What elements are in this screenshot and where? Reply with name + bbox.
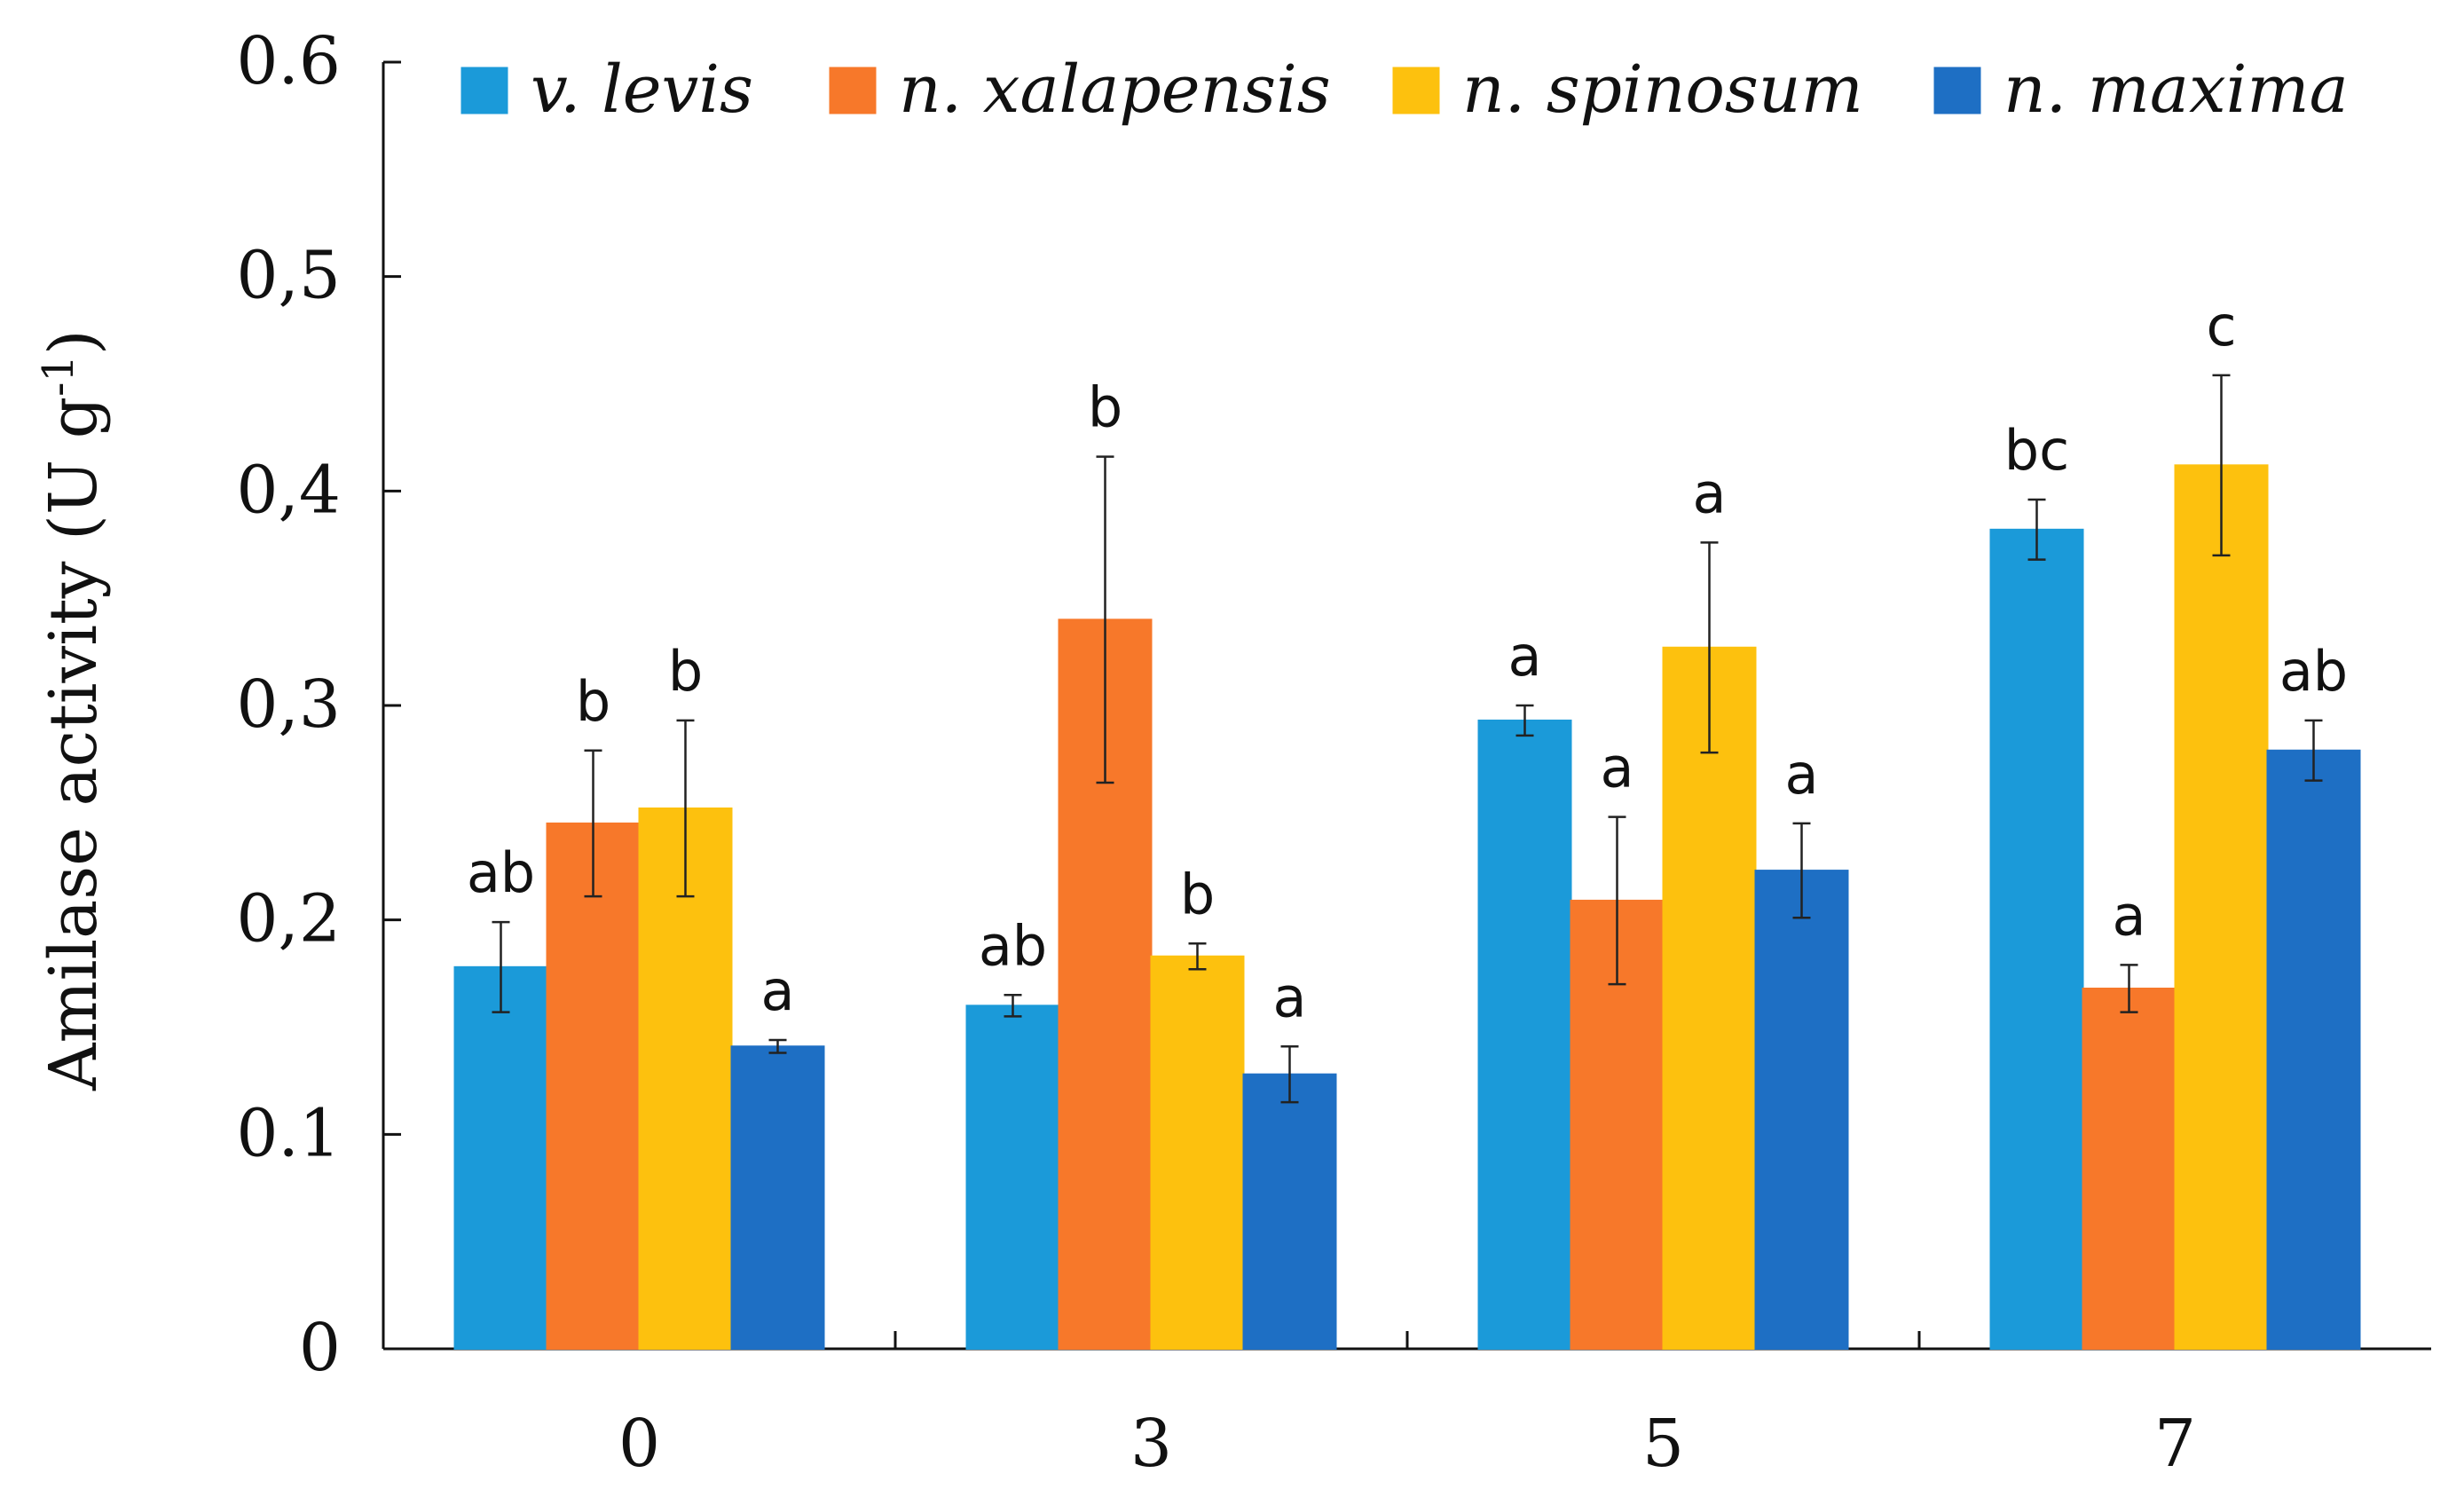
bar bbox=[453, 965, 548, 1351]
legend-label: n. spinosum bbox=[1462, 51, 1863, 128]
significance-letter: a bbox=[1508, 624, 1542, 689]
significance-letter: ab bbox=[2279, 639, 2348, 704]
y-tick-label: 0.6 bbox=[236, 23, 341, 99]
bar bbox=[1662, 646, 1757, 1350]
bar bbox=[2082, 988, 2177, 1350]
x-tick-label: 3 bbox=[1130, 1406, 1172, 1482]
bar bbox=[965, 1005, 1060, 1351]
bar bbox=[2266, 749, 2361, 1350]
bar bbox=[638, 808, 733, 1350]
significance-letter: a bbox=[1601, 736, 1634, 800]
bar bbox=[1477, 719, 1572, 1350]
legend-label: v. levis bbox=[531, 51, 753, 128]
significance-letter: a bbox=[1273, 965, 1307, 1029]
significance-letter: b bbox=[1088, 375, 1122, 440]
significance-letter: a bbox=[2113, 883, 2146, 948]
significance-letter: bc bbox=[2004, 418, 2069, 483]
significance-letter: ab bbox=[979, 913, 1047, 978]
x-tick-label: 5 bbox=[1642, 1406, 1684, 1482]
y-axis-label-main: Amilase activity (U g bbox=[35, 397, 112, 1091]
legend-swatch bbox=[461, 67, 508, 114]
significance-letter: a bbox=[1785, 742, 1819, 807]
bars bbox=[453, 464, 2361, 1351]
y-tick-label: 0,3 bbox=[236, 666, 341, 743]
legend-swatch bbox=[829, 67, 877, 114]
significance-letter: b bbox=[668, 639, 703, 704]
legend-label: n. xalapensis bbox=[899, 51, 1331, 128]
legend-label: n. maxima bbox=[2003, 51, 2349, 128]
significance-letter: b bbox=[576, 669, 610, 734]
axes: 0 0.1 0,2 0,3 0,4 0,5 0.6 0 3 5 7 bbox=[236, 23, 2431, 1482]
legend-swatch bbox=[1933, 67, 1981, 114]
y-axis-label: Amilase activity (U g-1) bbox=[34, 329, 112, 1091]
significance-letter: ab bbox=[467, 840, 535, 905]
x-tick-label: 0 bbox=[618, 1406, 660, 1482]
y-tick-label: 0 bbox=[299, 1310, 341, 1386]
significance-letter: b bbox=[1180, 862, 1215, 926]
y-axis-label-superscript: -1 bbox=[34, 355, 83, 397]
y-tick-label: 0,4 bbox=[236, 452, 341, 528]
x-tick-label: 7 bbox=[2154, 1406, 2196, 1482]
bar bbox=[1242, 1073, 1337, 1350]
y-tick-label: 0,2 bbox=[236, 881, 341, 957]
legend: v. levis n. xalapensis n. spinosum n. maxim… bbox=[461, 51, 2349, 128]
significance-letter: a bbox=[1693, 461, 1727, 525]
bar bbox=[546, 822, 641, 1350]
error-bars bbox=[492, 374, 2323, 1104]
y-tick-label: 0,5 bbox=[236, 238, 341, 314]
y-tick-label: 0.1 bbox=[236, 1095, 341, 1171]
bar bbox=[1150, 955, 1245, 1350]
y-axis-label-close: ) bbox=[35, 329, 112, 355]
significance-letter: a bbox=[761, 958, 795, 1023]
bar bbox=[1754, 870, 1849, 1350]
bar bbox=[730, 1045, 825, 1350]
bar bbox=[2174, 464, 2269, 1350]
bar bbox=[1989, 528, 2084, 1350]
legend-swatch bbox=[1392, 67, 1440, 114]
significance-letter: c bbox=[2206, 294, 2236, 358]
